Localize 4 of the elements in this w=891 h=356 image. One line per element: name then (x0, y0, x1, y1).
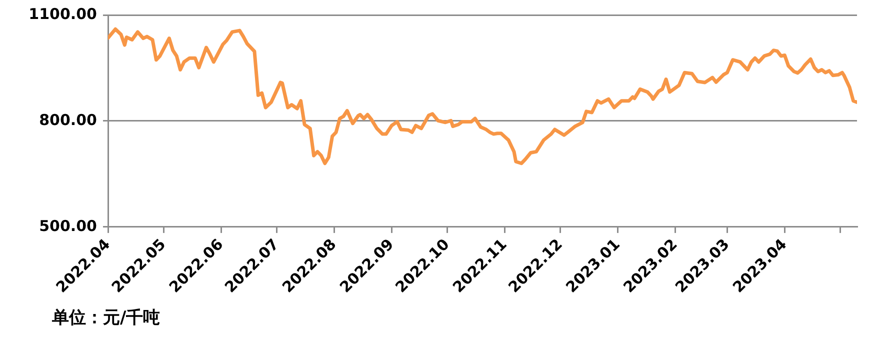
y-tick-label: 500.00 (39, 216, 97, 235)
text: 单位：元/千吨 (52, 307, 160, 329)
y-tick-label: 800.00 (39, 110, 97, 129)
y-tick-label: 1100.00 (28, 4, 97, 23)
